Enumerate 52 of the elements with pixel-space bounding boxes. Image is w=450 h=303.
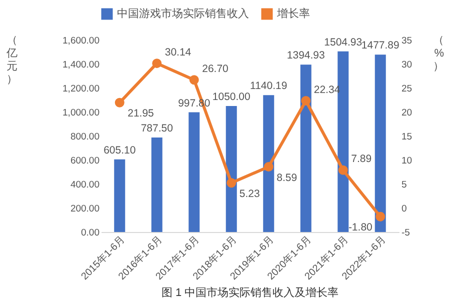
data-label: 1140.19: [250, 80, 288, 92]
data-label: 1504.93: [324, 36, 362, 48]
data-label: -1.80: [348, 222, 373, 234]
y2-tick-label: 20: [402, 108, 412, 118]
point: [226, 178, 236, 188]
y2-tick-label: 15: [402, 132, 412, 142]
y2-axis-title: （%）: [433, 34, 444, 72]
text: 图 1 中国市场实际销售收入及增长率: [161, 286, 339, 300]
point: [301, 96, 311, 106]
point: [264, 162, 274, 172]
point: [152, 58, 162, 68]
data-label: 30.14: [164, 46, 192, 58]
bar: [374, 54, 386, 232]
y-tick-label: 1,400.00: [62, 60, 100, 70]
bar: [263, 95, 274, 232]
bar: [226, 106, 237, 232]
bar: [151, 138, 162, 232]
data-label: 1477.89: [361, 40, 400, 52]
y2-tick-label: 25: [402, 84, 412, 94]
y-tick-label: 400.00: [70, 180, 100, 190]
point: [114, 98, 124, 108]
data-label: 21.95: [128, 108, 154, 120]
y2-tick-label: 5: [402, 180, 407, 190]
point: [376, 212, 386, 222]
legend-label: 增长率: [276, 7, 310, 20]
point: [338, 165, 348, 175]
y-tick-label: 1,600.00: [62, 36, 100, 46]
data-label: 605.10: [104, 144, 136, 156]
data-label: 1050.00: [212, 91, 251, 103]
bar: [188, 112, 200, 232]
data-label: 787.50: [140, 122, 174, 134]
y-tick-label: 800.00: [70, 132, 100, 142]
data-label: 5.23: [239, 188, 260, 200]
point: [189, 75, 199, 85]
y-tick-label: 1,200.00: [62, 84, 100, 94]
data-label: 7.89: [351, 153, 372, 166]
y2-tick-label: 0: [402, 204, 407, 214]
bar: [300, 64, 312, 232]
y-tick-label: 600.00: [70, 156, 100, 166]
y2-tick-label: 30: [402, 60, 412, 70]
y-tick-label: 0.00: [81, 228, 100, 238]
data-label: 8.59: [276, 172, 298, 184]
data-label: 1394.93: [286, 50, 326, 62]
y2-tick-label: -5: [402, 228, 410, 238]
bar: [114, 159, 126, 232]
data-label: 26.70: [202, 62, 229, 75]
y-tick-label: 200.00: [70, 204, 100, 214]
y-axis-title: （亿元）: [6, 34, 18, 86]
y2-tick-label: 35: [402, 36, 412, 46]
y-tick-label: 1,000.00: [62, 108, 100, 118]
legend-label: 中国游戏市场实际销售收入: [117, 7, 249, 20]
y2-tick-label: 10: [402, 156, 412, 166]
